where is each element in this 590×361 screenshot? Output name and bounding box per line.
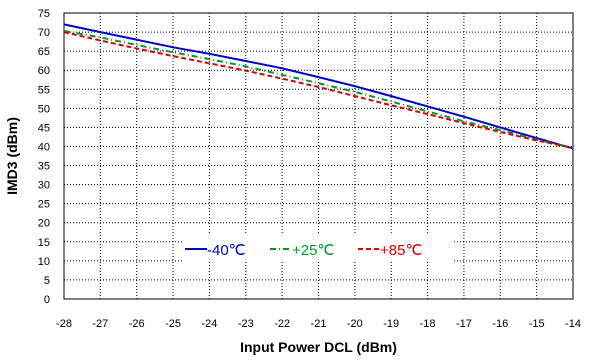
x-axis-title: Input Power DCL (dBm)	[240, 339, 397, 355]
legend-box	[183, 234, 453, 262]
plot-area	[63, 12, 574, 300]
x-tick-label: -23	[238, 318, 254, 330]
x-tick-label: -15	[529, 318, 545, 330]
y-tick-label: 5	[44, 275, 50, 287]
x-tick-label: -17	[456, 318, 472, 330]
legend-label-2: +25℃	[292, 242, 334, 259]
x-tick-label: -19	[383, 318, 399, 330]
y-tick-label: 50	[38, 103, 50, 115]
y-tick-label: 55	[38, 84, 50, 96]
y-tick-label: 40	[38, 141, 50, 153]
x-tick-label: -26	[129, 318, 145, 330]
y-tick-label: 0	[44, 294, 50, 306]
x-tick-label: -22	[274, 318, 290, 330]
x-tick-label: -20	[347, 318, 363, 330]
y-tick-label: 35	[38, 161, 50, 173]
legend: -40℃ +25℃ +85℃	[183, 234, 453, 262]
x-tick-label: -16	[492, 318, 508, 330]
y-tick-label: 60	[38, 65, 50, 77]
y-tick-label: 45	[38, 122, 50, 134]
y-tick-label: 30	[38, 180, 50, 192]
x-tick-label: -18	[420, 318, 436, 330]
y-tick-label: 20	[38, 218, 50, 230]
y-tick-label: 65	[38, 46, 50, 58]
legend-label-1: -40℃	[207, 242, 246, 259]
x-tick-label: -21	[311, 318, 327, 330]
y-tick-label: 25	[38, 199, 50, 211]
legend-label-3: +85℃	[380, 242, 422, 259]
y-axis-ticks: 0 5 10 15 20 25 30 35 40 45 50 55 60 65 70 75	[38, 8, 50, 306]
x-tick-label: -24	[201, 318, 217, 330]
x-tick-label: -28	[56, 318, 72, 330]
x-tick-label: -25	[165, 318, 181, 330]
y-axis-title: IMD3 (dBm)	[4, 117, 20, 195]
y-tick-label: 70	[38, 27, 50, 39]
series-line-3	[63, 31, 574, 149]
series-lines	[63, 23, 574, 150]
y-tick-label: 75	[38, 8, 50, 20]
x-axis-ticks: -28 -27 -26 -25 -24 -23 -22 -21 -20 -19 -18 -17 -16 -…	[56, 318, 581, 330]
series-line-1	[63, 23, 574, 150]
y-tick-label: 10	[38, 256, 50, 268]
x-tick-label: -14	[565, 318, 581, 330]
x-tick-label: -27	[92, 318, 108, 330]
y-tick-label: 15	[38, 237, 50, 249]
